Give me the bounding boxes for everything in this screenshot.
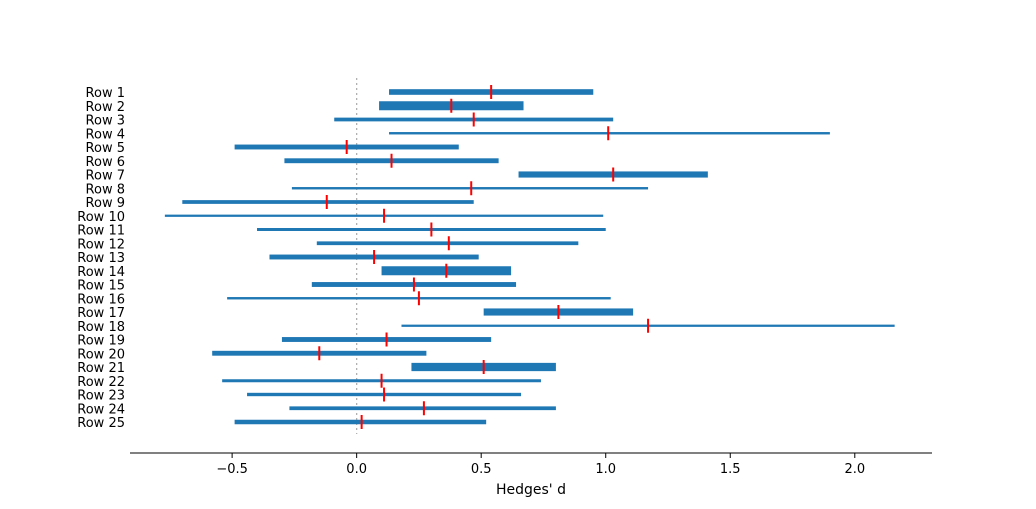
row-label: Row 2 [86,100,125,115]
row-label: Row 6 [86,155,125,170]
row-label: Row 10 [77,210,125,225]
row-label: Row 23 [77,389,125,404]
interval-bar [234,419,487,425]
interval-bar [289,406,556,411]
row-label: Row 7 [86,169,125,184]
row-label: Row 21 [77,361,125,376]
x-tick-label: 1.0 [595,462,616,477]
row-label: Row 9 [86,196,125,211]
x-tick-label: 0.5 [471,462,492,477]
x-tick-label: 1.5 [720,462,741,477]
confidence-intervals [164,89,895,425]
point-estimates [318,85,650,429]
x-tick-label: 0.0 [346,462,367,477]
row-label: Row 25 [77,416,125,431]
interval-bar [389,132,830,135]
row-label: Row 14 [77,265,125,280]
row-label: Row 18 [77,320,125,335]
row-label: Row 24 [77,402,125,417]
row-label: Row 11 [77,224,125,239]
row-label: Row 17 [77,306,125,321]
row-label: Row 1 [86,86,125,101]
row-label: Row 20 [77,347,125,362]
row-label: Row 5 [86,141,125,156]
interval-bar [291,187,649,190]
row-label: Row 8 [86,182,125,197]
row-label: Row 4 [86,127,125,142]
row-label: Row 13 [77,251,125,266]
row-label: Row 16 [77,292,125,307]
interval-bar [182,200,474,204]
row-label: Row 22 [77,375,125,390]
x-axis: −0.5 0.0 0.5 1.0 1.5 2.0 [130,452,932,477]
row-label: Row 12 [77,237,125,252]
x-tick-label: −0.5 [216,462,248,477]
interval-bar [316,241,579,246]
row-label: Row 15 [77,279,125,294]
x-axis-title: Hedges' d [496,482,566,498]
x-tick-label: 2.0 [844,462,865,477]
row-label: Row 19 [77,334,125,349]
row-label: Row 3 [86,114,125,129]
